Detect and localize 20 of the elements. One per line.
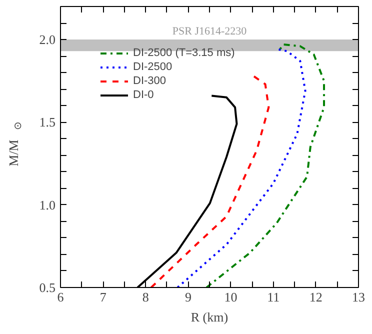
y-tick-label: 1.0 xyxy=(39,197,56,212)
legend-label: DI-2500 xyxy=(133,60,172,74)
y-axis-title: M/M⊙ xyxy=(6,122,24,166)
x-axis-title: R (km) xyxy=(190,310,228,324)
y-tick-label: 0.5 xyxy=(39,280,56,295)
x-tick-label: 7 xyxy=(100,290,107,304)
x-tick-label: 11 xyxy=(267,290,280,304)
y-tick-label: 2.0 xyxy=(39,32,56,48)
line-series xyxy=(176,48,306,288)
legend-label: DI-300 xyxy=(133,74,166,88)
x-tick-label: 6 xyxy=(57,290,64,304)
y-tick-label: 1.5 xyxy=(39,114,56,130)
x-tick-label: 12 xyxy=(309,290,322,304)
x-tick-label: 10 xyxy=(224,290,238,304)
legend-label: DI-2500 (T=3.15 ms) xyxy=(133,46,235,60)
x-tick-label: 9 xyxy=(184,290,192,304)
band-label: PSR J1614-2230 xyxy=(172,26,248,38)
legend-label: DI-0 xyxy=(133,88,154,102)
x-tick-label: 8 xyxy=(142,290,149,304)
x-tick-label: 13 xyxy=(352,290,365,304)
